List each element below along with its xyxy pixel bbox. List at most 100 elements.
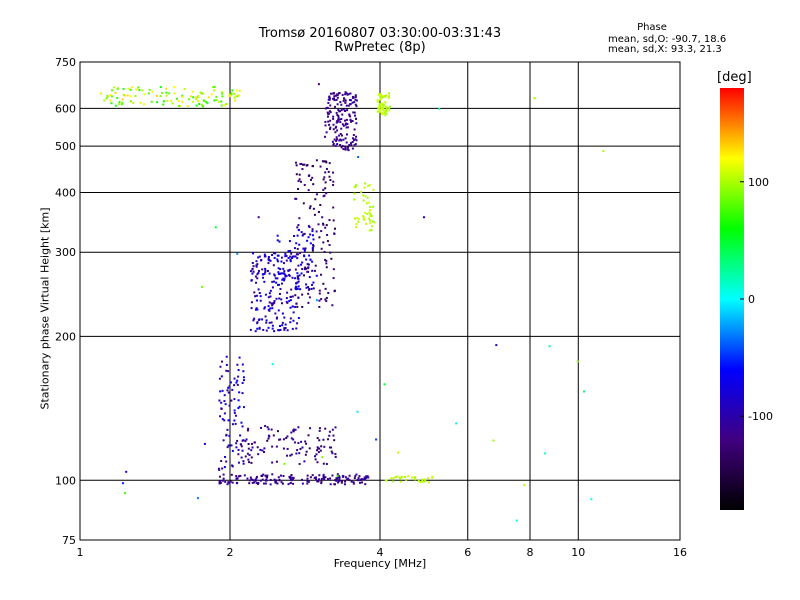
data-point xyxy=(315,274,318,277)
data-point xyxy=(110,95,113,98)
data-point xyxy=(309,178,312,181)
data-point xyxy=(339,101,342,104)
data-point xyxy=(228,434,231,437)
data-point xyxy=(301,478,304,481)
data-point xyxy=(344,137,347,140)
data-point xyxy=(283,277,286,280)
data-point xyxy=(309,242,312,245)
data-point xyxy=(533,97,536,100)
data-point xyxy=(250,478,253,481)
data-point xyxy=(337,114,340,117)
data-point xyxy=(319,204,322,207)
data-point xyxy=(344,101,347,104)
data-point xyxy=(255,281,258,284)
data-point xyxy=(268,292,271,295)
data-point xyxy=(352,139,355,142)
data-point xyxy=(231,481,234,484)
data-point xyxy=(242,370,245,373)
data-point xyxy=(264,315,267,318)
data-point xyxy=(264,271,267,274)
data-point xyxy=(194,96,197,99)
data-point xyxy=(256,273,259,276)
data-point xyxy=(323,476,326,479)
data-point xyxy=(229,381,232,384)
data-point xyxy=(212,86,215,89)
data-point xyxy=(351,141,354,144)
data-point xyxy=(324,287,327,290)
data-point xyxy=(261,318,264,321)
data-point xyxy=(303,232,306,235)
data-point xyxy=(344,93,347,96)
data-point xyxy=(348,479,351,482)
data-point xyxy=(399,477,402,480)
data-point xyxy=(291,305,294,308)
data-point xyxy=(202,100,205,103)
data-point xyxy=(355,122,358,125)
data-point xyxy=(332,434,335,437)
data-point xyxy=(328,446,331,449)
data-point xyxy=(223,466,226,469)
data-point xyxy=(334,453,337,456)
data-point xyxy=(246,429,249,432)
data-point xyxy=(289,299,292,302)
data-point xyxy=(213,99,216,102)
data-point xyxy=(301,305,304,308)
data-point xyxy=(320,445,323,448)
y-tick-label: 500 xyxy=(55,140,76,153)
data-point xyxy=(354,475,357,478)
data-point xyxy=(221,479,224,482)
data-point xyxy=(294,277,297,280)
data-point xyxy=(305,286,308,289)
data-point xyxy=(312,287,315,290)
data-point xyxy=(337,92,340,95)
data-point xyxy=(129,100,132,103)
data-point xyxy=(289,475,292,478)
data-point xyxy=(266,474,269,477)
data-point xyxy=(344,91,347,94)
data-point xyxy=(183,87,186,90)
data-point xyxy=(238,391,241,394)
data-point xyxy=(428,481,431,484)
data-point xyxy=(300,162,303,165)
data-point xyxy=(273,330,276,333)
data-point xyxy=(262,473,265,476)
data-point xyxy=(299,288,302,291)
data-point xyxy=(284,255,287,258)
data-point xyxy=(256,327,259,330)
data-point xyxy=(332,277,335,280)
data-point xyxy=(308,296,311,299)
data-point xyxy=(256,277,259,280)
data-point xyxy=(271,307,274,310)
data-point xyxy=(311,269,314,272)
data-point xyxy=(121,482,124,485)
data-point xyxy=(297,228,300,231)
data-point xyxy=(251,252,254,255)
data-point xyxy=(266,426,269,429)
data-point xyxy=(112,86,115,89)
data-point xyxy=(255,482,258,485)
data-point xyxy=(307,263,310,266)
data-point xyxy=(252,319,255,322)
data-point xyxy=(307,174,310,177)
data-point xyxy=(277,309,280,312)
data-point xyxy=(290,479,293,482)
data-point xyxy=(220,375,223,378)
data-point xyxy=(200,285,203,288)
data-point xyxy=(338,477,341,480)
data-point xyxy=(303,460,306,463)
phase-stats-o: mean, sd,O: -90.7, 18.6 xyxy=(608,34,727,45)
data-point xyxy=(320,230,323,233)
data-point xyxy=(344,123,347,126)
data-point xyxy=(337,480,340,483)
data-point xyxy=(321,160,324,163)
data-point xyxy=(135,88,138,91)
data-point xyxy=(325,259,328,262)
data-point xyxy=(289,317,292,320)
data-point xyxy=(421,480,424,483)
data-point xyxy=(332,142,335,145)
data-point xyxy=(247,447,250,450)
data-point xyxy=(132,101,135,104)
data-point xyxy=(296,281,299,284)
data-point xyxy=(382,104,385,107)
data-point xyxy=(290,288,293,291)
